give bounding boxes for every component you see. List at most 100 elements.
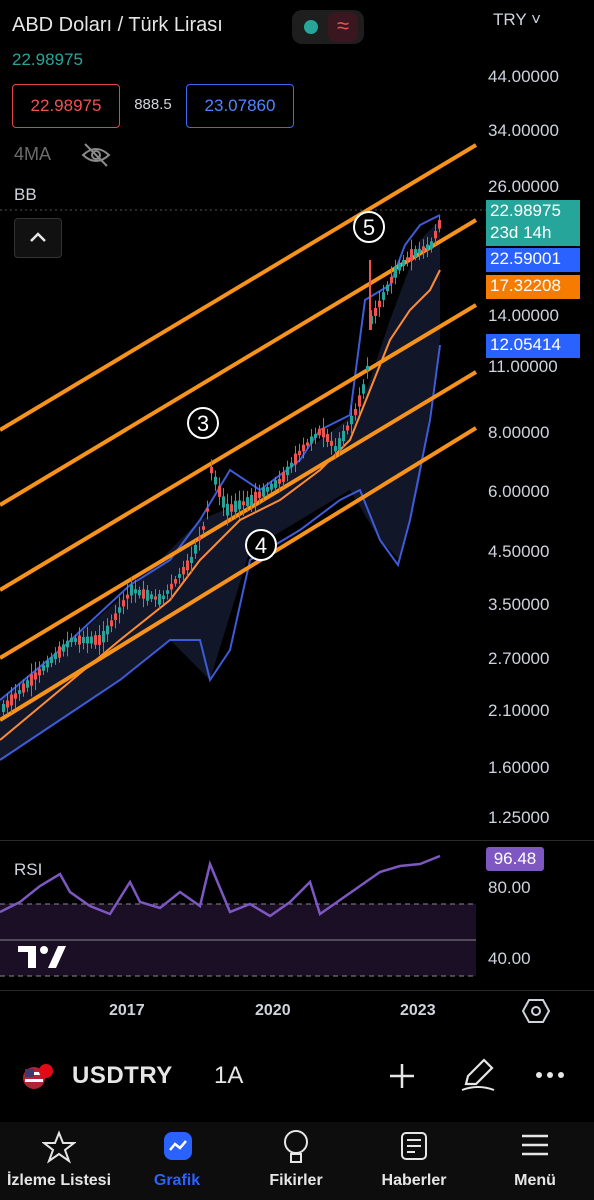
candle-body — [282, 472, 285, 482]
candle-body — [354, 408, 357, 416]
news-icon — [401, 1132, 427, 1160]
pane-divider[interactable] — [0, 840, 594, 841]
symbol-name[interactable]: USDTRY — [72, 1062, 173, 1089]
candle-body — [258, 491, 261, 498]
time-tick: 2017 — [109, 1002, 145, 1019]
price-chart[interactable] — [0, 0, 486, 840]
candle-body — [350, 415, 353, 425]
candle-body — [6, 700, 9, 708]
market-status-toggle[interactable]: ≈ — [292, 10, 364, 44]
candle-body — [38, 668, 41, 676]
candle-body — [18, 690, 21, 694]
candles — [2, 216, 441, 716]
candle-body — [42, 665, 45, 671]
axis-tick: 1.60000 — [488, 758, 550, 777]
currency-selector[interactable]: TRY ˅ — [493, 10, 542, 29]
candle-body — [398, 263, 401, 271]
pen-icon[interactable] — [460, 1058, 496, 1092]
menu-icon — [522, 1134, 548, 1156]
wave-label-5[interactable]: 5 — [352, 210, 386, 244]
axis-tick: 2.70000 — [488, 649, 550, 668]
candle-body — [302, 444, 305, 452]
candle-body — [210, 466, 213, 474]
plus-icon[interactable] — [386, 1060, 418, 1092]
time-tick: 2020 — [255, 1002, 291, 1019]
candle-body — [430, 241, 433, 249]
candle-body — [226, 503, 229, 516]
ma-indicator-label[interactable]: 4MA — [14, 144, 52, 164]
candle-body — [206, 508, 209, 512]
candle-body — [82, 637, 85, 643]
nav-menu-label: Menü — [514, 1172, 556, 1189]
axis-tick: 2.10000 — [488, 701, 550, 720]
ma-line — [0, 269, 441, 741]
ma-tag: 17.32208 — [486, 275, 580, 299]
rsi-value-tag: 96.48 — [486, 847, 544, 871]
nav-menu[interactable]: Menü — [476, 1122, 594, 1200]
instrument-title[interactable]: ABD Doları / Türk Lirası — [12, 14, 223, 36]
axis-tick: 34.00000 — [488, 121, 559, 140]
last-price: 22.98975 — [12, 50, 83, 69]
candle-body — [362, 384, 365, 394]
sell-price-button[interactable]: 22.98975 — [12, 84, 120, 128]
buy-price-button[interactable]: 23.07860 — [186, 84, 294, 128]
time-tick: 2023 — [400, 1002, 436, 1019]
candle-body — [338, 438, 341, 450]
bb-indicator-label[interactable]: BB — [14, 185, 37, 204]
candle-body — [294, 453, 297, 465]
candle-body — [130, 584, 133, 596]
nav-chart[interactable]: Grafik — [118, 1122, 236, 1200]
candle-body — [218, 485, 221, 497]
more-icon[interactable] — [534, 1068, 566, 1082]
candle-body — [202, 526, 205, 530]
nav-news-label: Haberler — [381, 1172, 447, 1189]
axis-tick: 44.00000 — [488, 67, 559, 86]
candle-body — [298, 450, 301, 456]
axis-tick: 6.00000 — [488, 482, 550, 501]
candle-body — [90, 636, 93, 644]
axis-tick: 26.00000 — [488, 177, 559, 196]
rsi-axis-tick: 40.00 — [488, 949, 531, 968]
collapse-legend-button[interactable] — [14, 218, 62, 258]
rsi-label[interactable]: RSI — [14, 860, 43, 879]
candle-body — [378, 300, 381, 308]
candle-body — [70, 637, 73, 643]
candle-body — [306, 442, 309, 446]
candle-body — [26, 680, 29, 688]
wave-label-4[interactable]: 4 — [244, 528, 278, 562]
wave-5-text: 5 — [363, 215, 375, 240]
candle-body — [426, 244, 429, 250]
candle-body — [330, 440, 333, 446]
axis-tick: 3.50000 — [488, 595, 550, 614]
nav-ideas[interactable]: Fikirler — [237, 1122, 355, 1200]
spread-value: 888.5 — [134, 96, 172, 113]
candle-body — [266, 487, 269, 492]
candle-body — [110, 620, 113, 627]
channel-line-3 — [0, 303, 478, 592]
candle-body — [174, 579, 177, 584]
candle-body — [86, 636, 89, 644]
interval-selector[interactable]: 1A — [214, 1062, 244, 1089]
wave-icon: ≈ — [328, 12, 358, 42]
candle-body — [270, 483, 273, 490]
eye-off-icon[interactable] — [80, 142, 112, 168]
candle-body — [278, 479, 281, 484]
candle-body — [194, 544, 197, 554]
nav-news[interactable]: Haberler — [355, 1122, 473, 1200]
candle-body — [106, 625, 109, 635]
candle-body — [198, 536, 201, 541]
settings-hex-icon[interactable] — [522, 998, 550, 1024]
nav-watchlist[interactable]: İzleme Listesi — [0, 1122, 118, 1200]
candle-body — [390, 276, 393, 284]
candle-body — [182, 567, 185, 575]
candle-body — [2, 703, 5, 713]
wave-label-3[interactable]: 3 — [186, 406, 220, 440]
candle-body — [78, 635, 81, 645]
candle-body — [34, 672, 37, 680]
current-price-value: 22.98975 — [490, 201, 561, 220]
candle-body — [334, 446, 337, 452]
bottom-nav: İzleme Listesi Grafik Fikirler Haberler … — [0, 1122, 594, 1200]
candle-body — [250, 494, 253, 506]
candle-body — [346, 425, 349, 431]
chevron-up-icon — [30, 232, 46, 242]
